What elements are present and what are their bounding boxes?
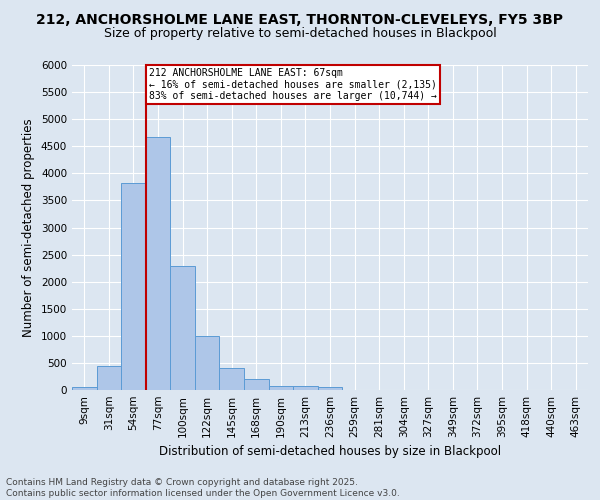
Text: 212, ANCHORSHOLME LANE EAST, THORNTON-CLEVELEYS, FY5 3BP: 212, ANCHORSHOLME LANE EAST, THORNTON-CL… (37, 12, 563, 26)
Text: Contains HM Land Registry data © Crown copyright and database right 2025.
Contai: Contains HM Land Registry data © Crown c… (6, 478, 400, 498)
Bar (269, 386, 293, 390)
Bar (97, 366, 121, 390)
Text: Size of property relative to semi-detached houses in Blackpool: Size of property relative to semi-detach… (104, 28, 496, 40)
Bar (121, 182, 146, 390)
Y-axis label: Number of semi-detached properties: Number of semi-detached properties (22, 118, 35, 337)
Bar (220, 368, 244, 390)
Bar (72, 388, 97, 390)
Bar (244, 379, 269, 390)
Bar (318, 388, 342, 390)
Bar (293, 386, 318, 390)
X-axis label: Distribution of semi-detached houses by size in Blackpool: Distribution of semi-detached houses by … (159, 446, 501, 458)
Bar (195, 336, 220, 390)
Bar (146, 136, 170, 390)
Bar (170, 266, 195, 390)
Text: 212 ANCHORSHOLME LANE EAST: 67sqm
← 16% of semi-detached houses are smaller (2,1: 212 ANCHORSHOLME LANE EAST: 67sqm ← 16% … (149, 68, 437, 101)
